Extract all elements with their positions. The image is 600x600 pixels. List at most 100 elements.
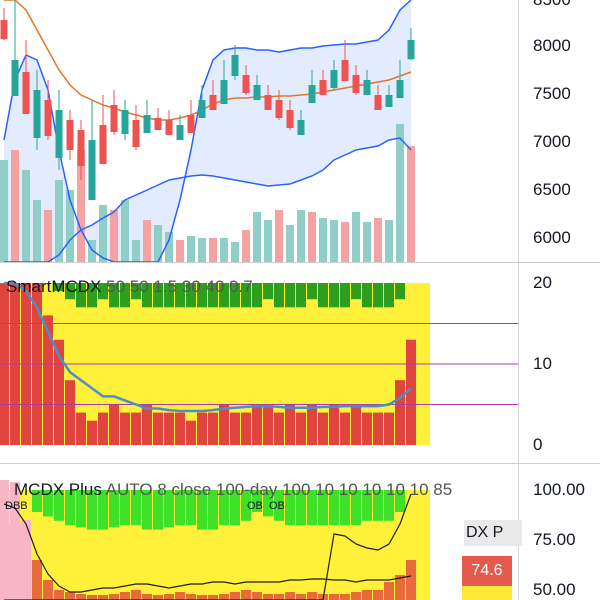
candle-body	[88, 140, 96, 200]
smart-retail-bar	[285, 404, 295, 445]
smart-banker-bar	[175, 283, 185, 308]
plus-retail-bar	[263, 594, 273, 600]
plus-retail-bar	[219, 594, 229, 600]
price-axis[interactable]: 8500 8000 7500 7000 6500 6000	[518, 0, 600, 262]
plus-retail-bar	[241, 590, 251, 600]
smart-retail-bar	[197, 412, 207, 445]
plus-retail-bar	[351, 592, 361, 600]
volume-bar	[396, 124, 404, 262]
smart-mcdx-pane: SmartMCDX 50 50 1.5 30 40 0.7 20 10 0	[0, 263, 600, 463]
bollinger-band-fill	[4, 0, 411, 262]
plus-banker-bar	[263, 490, 273, 517]
smart-retail-bar	[263, 404, 273, 445]
volume-bar	[341, 222, 349, 262]
candle-body	[11, 60, 19, 96]
smart-banker-bar	[186, 283, 196, 308]
candle-body	[209, 95, 217, 110]
smart-retail-bar	[153, 412, 163, 445]
indicator-title: SmartMCDX	[6, 277, 102, 296]
plus-banker-bar	[98, 490, 108, 530]
bollinger-lower-line	[4, 137, 412, 262]
candle-body	[231, 55, 239, 76]
volume-bar	[0, 160, 8, 262]
volume-bar	[143, 220, 151, 262]
smart-retail-bar	[208, 412, 218, 445]
smart-banker-bar	[329, 283, 339, 308]
plus-banker-bar	[208, 490, 218, 530]
plus-retail-bar	[285, 592, 295, 600]
pane-divider[interactable]	[0, 463, 600, 464]
plus-retail-bar	[175, 592, 185, 600]
plus-retail-bar	[65, 592, 75, 600]
plus-banker-bar	[219, 490, 229, 526]
smart-banker-bar	[351, 283, 361, 300]
candle-body	[242, 75, 250, 93]
volume-bar	[44, 210, 52, 262]
candle-body	[165, 120, 173, 135]
smart-retail-bar	[120, 412, 130, 445]
smart-retail-bar	[164, 412, 174, 445]
smart-banker-bar	[164, 283, 174, 308]
plus-banker-bar	[384, 490, 394, 521]
plus-retail-bar	[197, 595, 207, 600]
price-axis-tick: 8500	[533, 0, 571, 10]
smart-retail-bar	[230, 412, 240, 445]
smart-retail-bar	[406, 339, 416, 445]
plus-banker-bar	[175, 490, 185, 526]
candle-body	[363, 80, 371, 95]
plus-retail-bar	[362, 590, 372, 600]
plus-banker-bar	[186, 490, 196, 526]
smart-retail-bar	[307, 404, 317, 445]
smart-banker-bar	[120, 283, 130, 308]
smart-mcdx-legend[interactable]: SmartMCDX 50 50 1.5 30 40 0.7	[6, 277, 253, 297]
candle-body	[396, 80, 404, 98]
smart-retail-bar	[98, 412, 108, 445]
smart-banker-bar	[230, 283, 240, 308]
pane-divider[interactable]	[0, 262, 600, 263]
price-chart[interactable]	[0, 0, 518, 262]
mcdx-plus-axis[interactable]: 100.00 75.00 50.00	[518, 464, 600, 600]
plus-banker-bar	[87, 490, 97, 530]
smart-retail-bar	[362, 412, 372, 445]
volume-bar	[286, 225, 294, 262]
plus-retail-bar	[274, 594, 284, 600]
plus-retail-bar	[43, 580, 53, 600]
plus-retail-bar	[186, 594, 196, 600]
signal-marker: DBB	[5, 500, 28, 512]
smart-retail-bar	[296, 412, 306, 445]
smart-mcdx-axis[interactable]: 20 10 0	[518, 263, 600, 463]
volume-bar	[407, 146, 415, 262]
plus-pink-area	[0, 524, 26, 600]
smart-retail-bar	[131, 412, 141, 445]
mcdx-plus-chart[interactable]	[0, 464, 518, 600]
smart-banker-bar	[263, 283, 273, 300]
mcdx-plus-legend[interactable]: MCDX Plus AUTO 8 close 100-day 100 10 10…	[14, 480, 452, 500]
candle-body	[374, 95, 382, 110]
plus-banker-bar	[241, 490, 251, 521]
candle-body	[385, 95, 393, 107]
plus-banker-bar	[164, 490, 174, 528]
plus-banker-bar	[285, 490, 295, 526]
smart-mcdx-chart[interactable]	[0, 263, 518, 463]
signal-marker: OB	[247, 500, 263, 512]
volume-bar	[99, 205, 107, 262]
candle-body	[319, 80, 327, 95]
smart-retail-bar	[175, 412, 185, 445]
volume-bar	[154, 225, 162, 262]
plus-retail-bar	[142, 594, 152, 600]
plus-retail-bar	[54, 590, 64, 600]
price-pane: 8500 8000 7500 7000 6500 6000	[0, 0, 600, 262]
plus-signal-line	[3, 503, 412, 593]
volume-bar	[297, 210, 305, 262]
plus-banker-bar	[340, 490, 350, 526]
smart-banker-bar	[274, 283, 284, 308]
plus-banker-bar	[76, 490, 86, 528]
price-axis-tick: 7000	[533, 132, 571, 151]
plus-retail-bar	[395, 575, 405, 600]
plus-retail-bar	[384, 582, 394, 600]
plus-banker-bar	[120, 490, 130, 526]
plus-banker-bar	[395, 490, 405, 512]
smart-banker-bar	[373, 283, 383, 308]
volume-bar	[77, 150, 85, 262]
plus-retail-bar	[307, 592, 317, 600]
